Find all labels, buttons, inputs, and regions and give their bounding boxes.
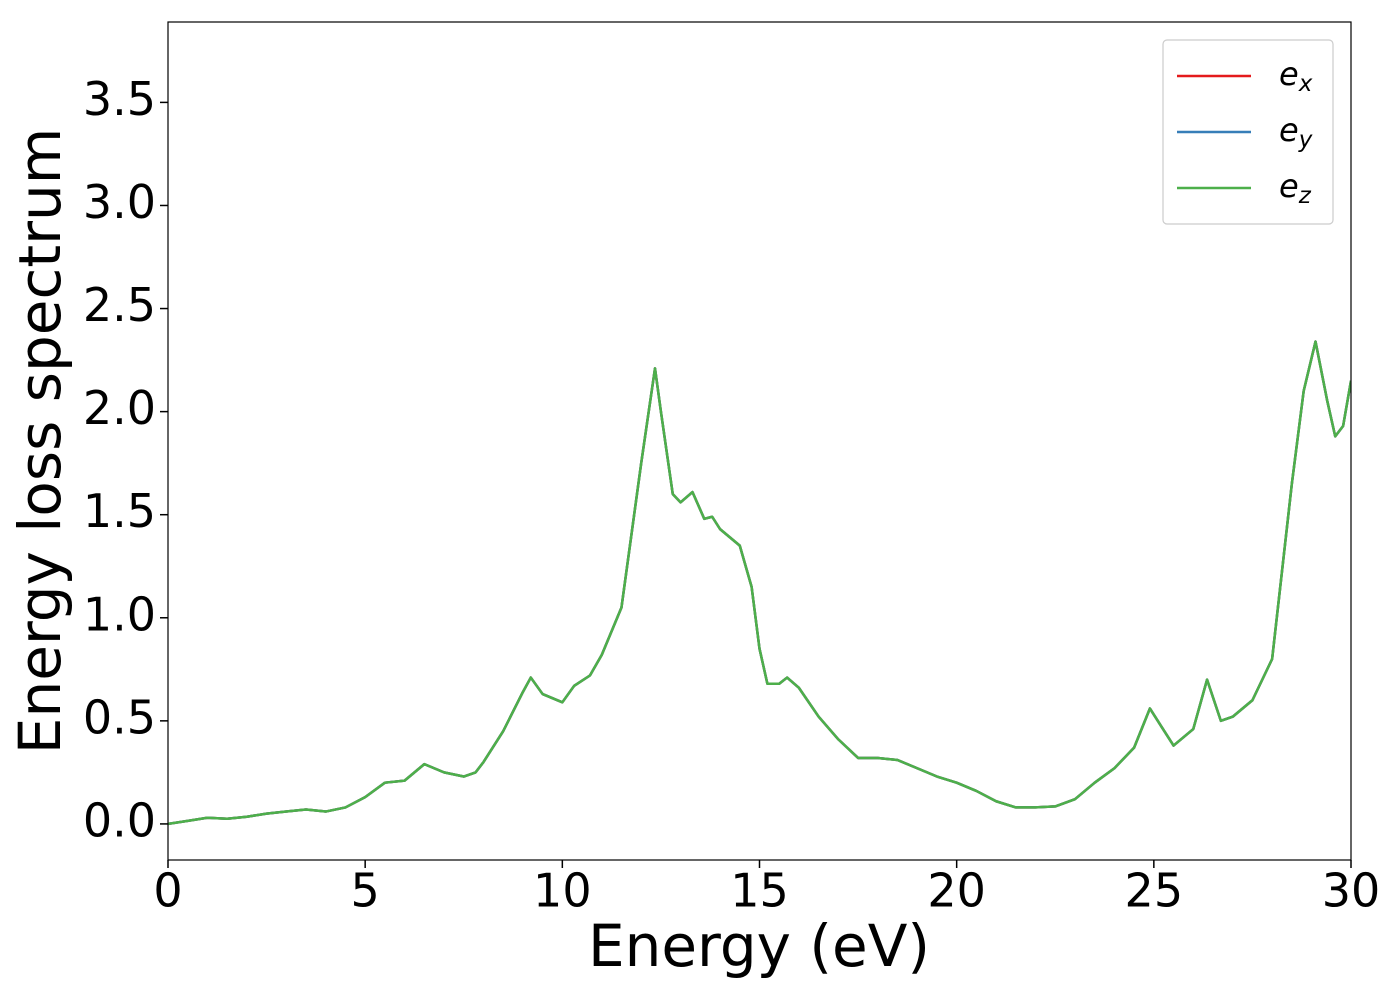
x-tick-label: 0 — [153, 864, 182, 918]
legend-label: ex — [1279, 55, 1313, 97]
y-tick-label: 3.0 — [83, 175, 156, 229]
y-tick-label: 1.5 — [83, 484, 156, 538]
x-tick-label: 25 — [1125, 864, 1184, 918]
y-tick-label: 0.5 — [83, 690, 156, 744]
y-axis-label: Energy loss spectrum — [6, 128, 74, 754]
legend-label: ez — [1279, 167, 1312, 209]
y-tick-label: 3.5 — [83, 72, 156, 126]
x-tick-label: 5 — [351, 864, 380, 918]
series-line — [168, 340, 1351, 826]
y-tick-label: 2.0 — [83, 381, 156, 435]
x-tick-label: 20 — [927, 864, 986, 918]
x-tick-label: 15 — [730, 864, 789, 918]
legend-label: ey — [1279, 111, 1313, 153]
x-tick-label: 30 — [1322, 864, 1381, 918]
plot-frame — [167, 21, 1352, 861]
x-axis-label: Energy (eV) — [588, 912, 930, 980]
y-tick-label: 0.0 — [83, 793, 156, 847]
x-tick-label: 10 — [533, 864, 592, 918]
y-tick-label: 2.5 — [83, 278, 156, 332]
y-tick-label: 1.0 — [83, 587, 156, 641]
